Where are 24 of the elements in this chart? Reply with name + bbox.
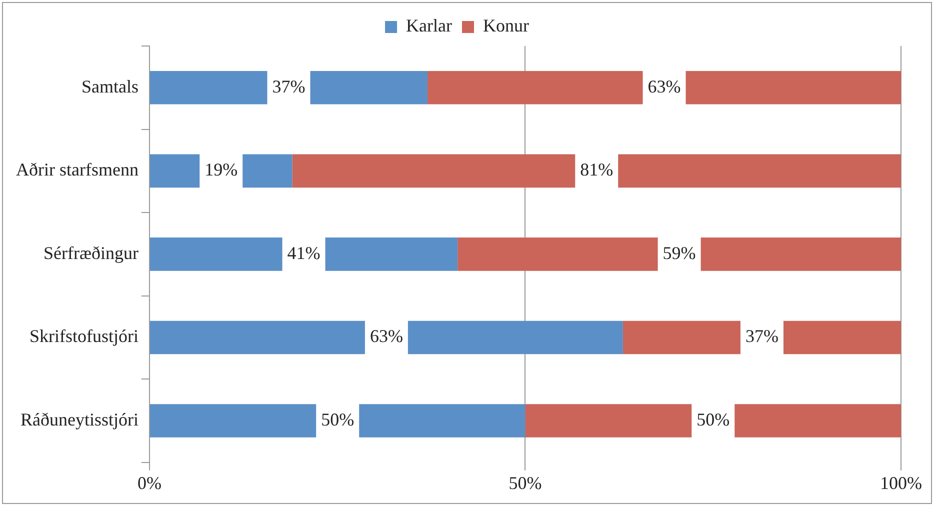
bar [292, 154, 901, 188]
data-label: 37% [272, 76, 306, 96]
data-label: 63% [648, 76, 681, 96]
y-tick-label: Sérfræðingur [43, 242, 138, 263]
bar [428, 70, 901, 104]
x-tick-label: 50% [508, 472, 542, 493]
bar [150, 320, 623, 354]
data-label: 50% [321, 409, 354, 430]
bar [458, 238, 901, 271]
y-tick-label: Ráðuneytisstjóri [20, 409, 138, 430]
x-tick-label: 0% [137, 472, 162, 493]
data-label: 19% [204, 160, 238, 180]
data-label: 37% [745, 326, 778, 346]
legend-label: Karlar [406, 16, 452, 36]
y-tick-label: Skrifstofustjóri [29, 326, 138, 346]
data-label: 81% [580, 160, 614, 180]
data-label: 63% [370, 326, 403, 346]
data-label: 50% [696, 409, 730, 430]
data-label: 59% [662, 242, 696, 263]
y-tick-label: Aðrir starfsmenn [16, 160, 138, 180]
data-label: 41% [287, 242, 320, 263]
y-tick-label: Samtals [81, 76, 138, 96]
legend-label: Konur [482, 16, 529, 36]
x-tick-label: 100% [880, 472, 922, 493]
